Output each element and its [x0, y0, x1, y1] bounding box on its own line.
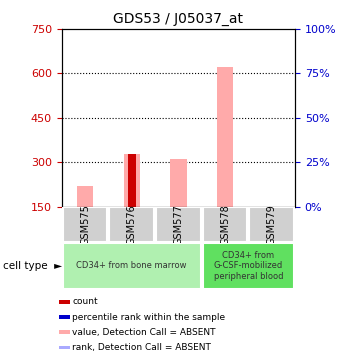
Bar	[59, 346, 70, 349]
Bar	[59, 300, 70, 304]
FancyBboxPatch shape	[249, 207, 294, 242]
Text: count: count	[72, 297, 98, 306]
FancyBboxPatch shape	[63, 207, 107, 242]
Title: GDS53 / J05037_at: GDS53 / J05037_at	[113, 12, 244, 26]
Text: value, Detection Call = ABSENT: value, Detection Call = ABSENT	[72, 328, 215, 337]
FancyBboxPatch shape	[109, 207, 154, 242]
Text: cell type  ►: cell type ►	[3, 261, 62, 271]
Text: GSM576: GSM576	[127, 205, 137, 245]
Bar	[59, 315, 70, 319]
Text: rank, Detection Call = ABSENT: rank, Detection Call = ABSENT	[72, 343, 211, 352]
Text: GSM578: GSM578	[220, 205, 230, 245]
Bar	[128, 154, 136, 207]
Text: percentile rank within the sample: percentile rank within the sample	[72, 312, 225, 322]
Bar	[170, 160, 187, 207]
FancyBboxPatch shape	[203, 243, 294, 289]
FancyBboxPatch shape	[63, 243, 201, 289]
Text: CD34+ from
G-CSF-mobilized
peripheral blood: CD34+ from G-CSF-mobilized peripheral bl…	[214, 251, 283, 281]
Text: CD34+ from bone marrow: CD34+ from bone marrow	[76, 261, 187, 271]
Bar	[217, 67, 233, 207]
Bar	[59, 330, 70, 334]
Text: GSM575: GSM575	[80, 205, 90, 245]
Text: GSM577: GSM577	[173, 205, 184, 245]
Text: GSM579: GSM579	[267, 205, 277, 245]
Bar	[77, 186, 93, 207]
FancyBboxPatch shape	[203, 207, 247, 242]
Bar	[123, 154, 140, 207]
FancyBboxPatch shape	[156, 207, 201, 242]
